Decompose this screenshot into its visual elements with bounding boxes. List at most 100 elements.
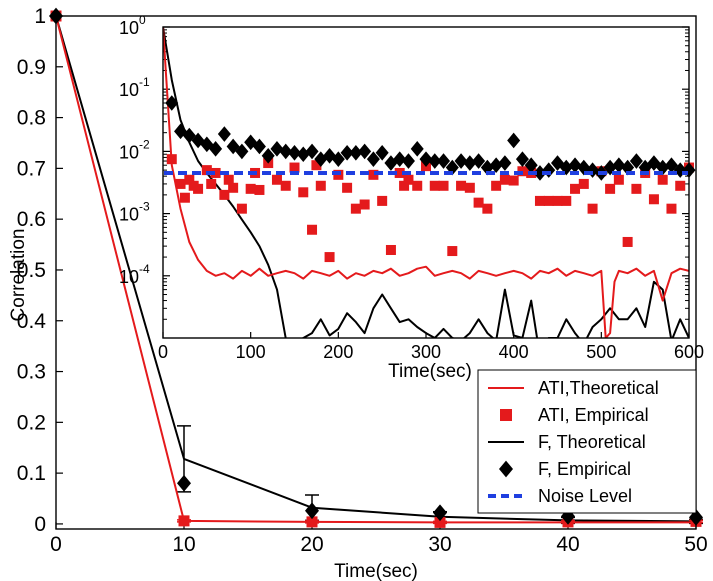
inset-plot-frame [162,26,690,339]
inset-f-empirical-point [349,144,363,161]
inset-f-empirical-point [340,144,354,161]
inset-f-empirical-point [401,153,415,169]
inset-f-empirical-point [261,147,275,164]
main-y-tick-label: 0.5 [17,259,46,282]
inset-plot-area [163,27,689,338]
inset-ati-empirical-point [359,199,370,210]
inset-x-tick-label: 0 [158,342,168,362]
ati-empirical-point [434,516,446,528]
inset-ati-empirical-point [298,187,309,198]
inset-ati-empirical-point [324,252,335,263]
inset-x-tick-label: 400 [499,342,529,362]
inset-ati-empirical-point [219,189,230,200]
inset-ati-empirical-point [228,182,239,193]
inset-ati-empirical-point [236,203,247,214]
inset-ati-empirical-point [622,236,633,247]
inset-y-tick-label: 10-1 [119,75,150,100]
inset-ati-empirical-point [315,180,326,191]
main-plot-frame [55,15,697,530]
inset-ati-empirical-point [254,184,265,195]
inset-y-tick-label: 100 [119,13,146,38]
inset-ati-empirical-point [552,195,563,206]
inset-f-empirical-point [629,153,643,169]
inset-f-empirical-point [331,151,345,167]
inset-f-empirical-point [305,143,319,160]
main-x-tick-label: 20 [300,533,323,556]
legend-entry-label: F, Theoretical [538,432,646,452]
ati-empirical-point [178,515,190,527]
inset-f-empirical-point [270,141,284,157]
inset-f-empirical-point [165,95,179,111]
inset-f-empirical-point [226,138,240,155]
inset-f-empirical-point [568,157,582,173]
legend-entry-label: ATI, Empirical [538,405,649,425]
inset-f-empirical-point [393,151,407,167]
inset-ati-empirical-point [377,195,388,206]
inset-ati-empirical-point [631,183,642,194]
inset-f-empirical-point [612,157,626,173]
main-y-tick-label: 0.4 [17,310,47,333]
inset-f-empirical-point [174,123,188,140]
inset-ati-empirical-point [429,180,440,191]
inset-f-empirical-point [498,155,512,171]
inset-f-empirical-point [542,162,556,178]
inset-ati-empirical-point [578,178,589,189]
main-y-tick-label: 0.9 [17,56,46,79]
main-plot-data [49,7,703,528]
inset-ati-empirical-point [473,197,484,208]
inset-ati-empirical-point [201,165,212,176]
main-y-tick-label: 0 [34,513,46,536]
inset-ati-empirical-point [166,154,177,165]
inset-chart: 0 100 200 300 400 500 600 100 10-1 10-2 10-3 10-4 T… [119,13,704,382]
legend-square-swatch [500,409,512,421]
inset-ati-empirical-point [385,244,396,255]
inset-ati-empirical-point [271,174,282,185]
inset-f-empirical-point [664,157,678,173]
inset-ati-empirical-point [543,195,554,206]
inset-ati-empirical-point [368,169,379,180]
legend-entry-label: ATI,Theoretical [538,378,659,398]
main-y-tick-label: 0.6 [17,208,46,231]
inset-f-empirical-point [551,155,564,171]
inset-f-empirical-point [489,157,503,173]
ati-empirical-point [306,516,318,528]
inset-ati-empirical-point [179,192,190,203]
legend: ATI,Theoretical ATI, Empirical F, Theoreti… [477,369,697,514]
f-empirical-point [305,502,319,520]
legend-entry-label: F, Empirical [538,459,631,479]
inset-ati-empirical-point [412,180,423,191]
inset-f-empirical-point [209,141,223,157]
inset-f-empirical-point [314,151,328,167]
inset-f-empirical-point [358,143,372,160]
inset-f-empirical-point [288,144,301,161]
inset-ati-empirical-point [210,167,221,178]
inset-ati-theoretical-line [163,27,689,338]
inset-f-empirical-point [454,153,468,169]
inset-ati-empirical-point [184,174,195,185]
inset-x-tick-label: 200 [323,342,353,362]
inset-ati-empirical-point [605,183,616,194]
inset-f-empirical-point [507,132,521,149]
inset-ati-empirical-point [482,203,493,214]
inset-ati-empirical-point [399,180,410,191]
main-y-tick-label: 0.8 [17,107,46,130]
inset-x-tick-label: 500 [586,342,616,362]
inset-f-empirical-point [323,147,337,164]
inset-f-empirical-point [437,153,451,169]
inset-f-empirical-point [673,162,687,178]
inset-ati-empirical-point [307,224,318,235]
inset-x-tick-label: 300 [411,342,441,362]
inset-f-empirical-point [252,138,266,155]
inset-f-theoretical-line [163,27,689,338]
inset-f-empirical-point [182,127,196,144]
inset-ati-empirical-point [394,167,405,178]
inset-f-empirical-point [428,153,442,169]
inset-f-empirical-point [472,153,486,169]
inset-f-empirical-point [586,162,600,178]
inset-f-empirical-point [217,126,231,142]
inset-ati-empirical-point [223,174,234,185]
inset-ati-empirical-point [570,183,581,194]
inset-ati-empirical-point [508,175,519,186]
inset-f-empirical-point [419,151,433,167]
